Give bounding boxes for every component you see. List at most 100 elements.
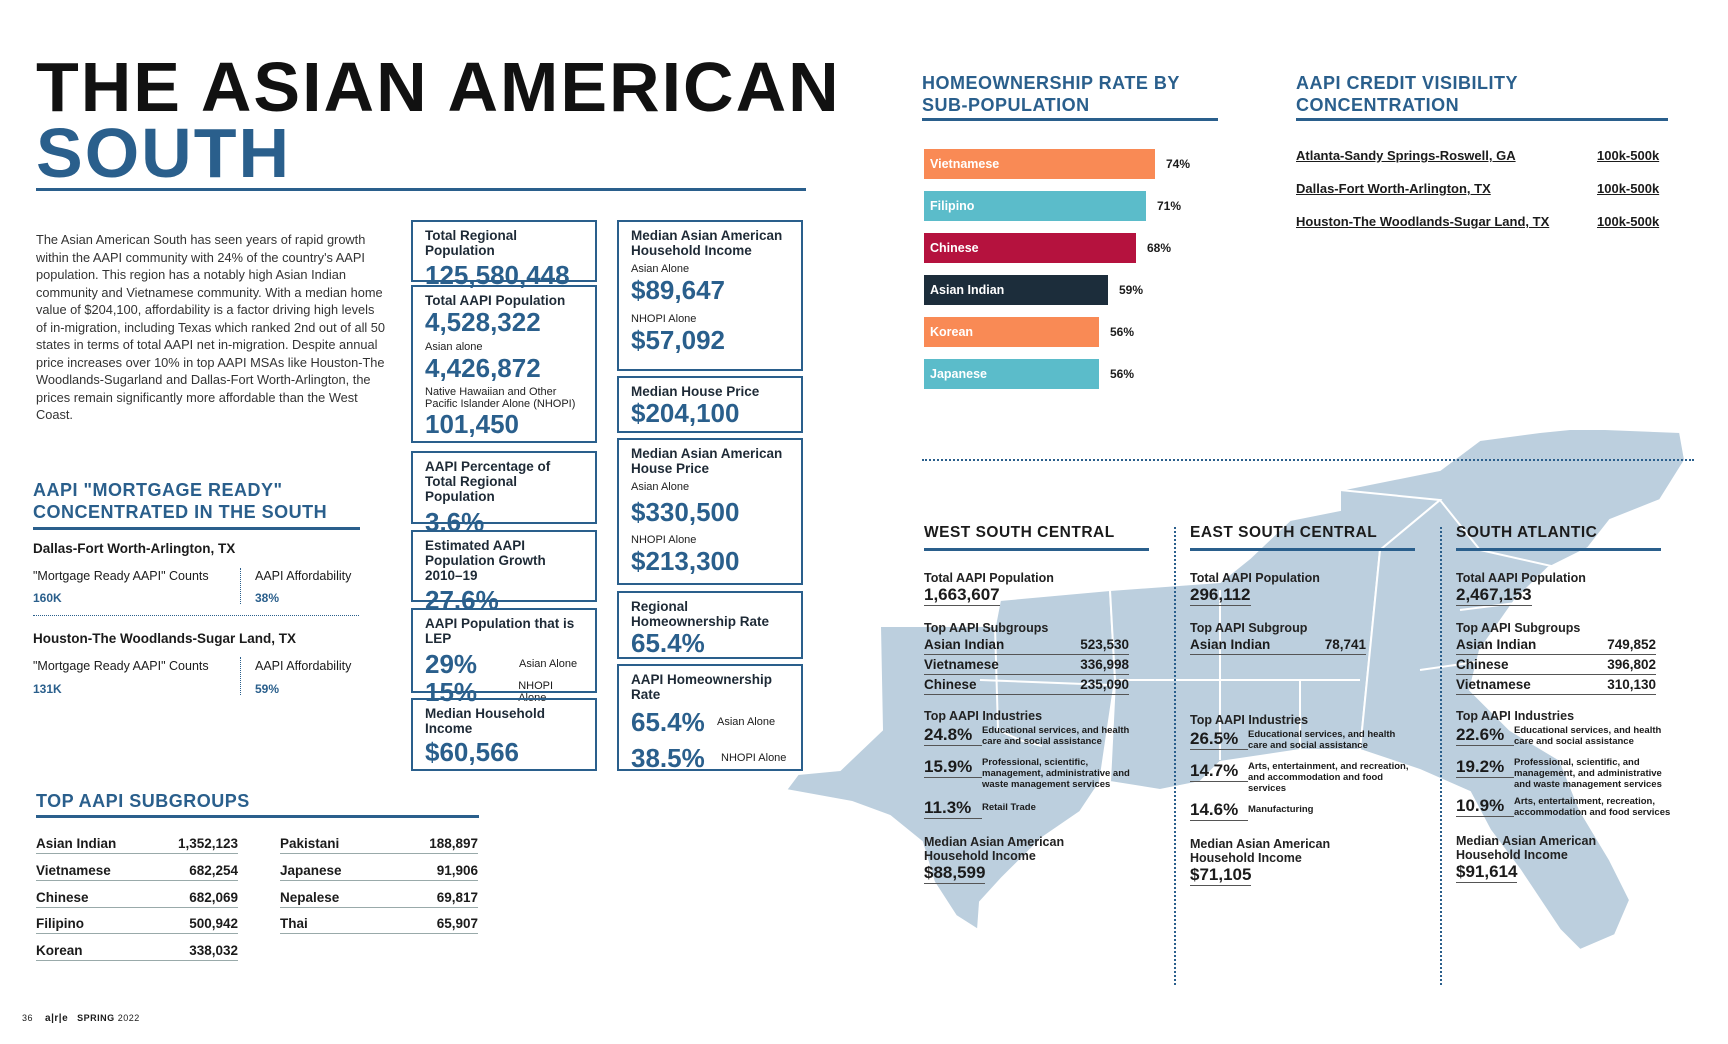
stat-value: 65.4% [631,628,705,658]
industry-row: 24.8% Educational services, and health ca… [924,725,1164,747]
subgroup-value: 1,352,123 [177,836,238,851]
credit-heading: AAPI CREDIT VISIBILITY CONCENTRATION [1296,72,1518,116]
total-regional-population-box: Total Regional Population 125,580,448 [411,220,597,289]
subgroup-value: 523,530 [1080,637,1129,652]
mortgage-heading-rule [33,527,360,530]
industry-pct: 19.2% [1456,757,1514,778]
subgroup-name: Japanese [280,863,342,878]
mortgage-divider-2 [240,657,241,695]
aapi-homeownership-box: AAPI Homeownership Rate 65.4% Asian Alone… [617,664,803,772]
aapi-percentage-box: AAPI Percentage of Total Regional Popula… [411,451,597,536]
stat-value: 4,528,322 [425,307,541,337]
mortgage-aff-label-2: AAPI Affordability [255,659,352,673]
subgroup-value: 69,817 [436,890,478,905]
credit-msa: Atlanta-Sandy Springs-Roswell, GA [1296,148,1516,163]
industry-desc: Arts, entertainment, recreation, accommo… [1514,796,1671,818]
chart-title-line1: HOMEOWNERSHIP RATE BY [922,73,1180,93]
subgroup-value: 682,254 [189,863,238,878]
region-subgroup-row: Asian Indian 78,741 [1190,635,1366,655]
region-pop-label: Total AAPI Population [924,571,1054,585]
asian-alone-value: 4,426,872 [425,353,541,383]
industry-row: 14.7% Arts, entertainment, and recreation… [1190,761,1430,794]
industry-desc: Professional, scientific, and management… [1514,757,1662,790]
subgroup-value: 682,069 [189,890,238,905]
industry-desc: Arts, entertainment, and recreation, and… [1248,761,1409,794]
subgroups-heading: TOP AAPI SUBGROUPS [36,791,250,811]
nhopi-value: 101,450 [425,409,519,439]
credit-heading-rule [1296,118,1668,121]
mortgage-msa-2: Houston-The Woodlands-Sugar Land, TX [33,631,296,646]
subgroup-value: 310,130 [1607,677,1656,692]
region-subgroup-row: Chinese 235,090 [924,675,1129,695]
stat-label: Median Household Income [425,706,546,736]
mortgage-msa-1: Dallas-Fort Worth-Arlington, TX [33,541,236,556]
industry-row: 26.5% Educational services, and health ca… [1190,729,1430,751]
bar-value-label: 56% [1110,367,1135,381]
bar-value-label: 59% [1119,283,1144,297]
region-subgroup-row: Asian Indian 523,530 [924,635,1129,655]
industry-desc: Manufacturing [1248,804,1314,815]
region-west-south-central: WEST SOUTH CENTRAL Total AAPI Population… [924,524,1164,884]
mortgage-heading: AAPI "MORTGAGE READY" CONCENTRATED IN TH… [33,479,327,523]
page-number: 36 [22,1013,34,1023]
region-rule [924,548,1149,551]
asian-alone-label: Asian Alone [631,263,690,275]
asian-alone-value: $89,647 [631,275,725,305]
region-subgroup-row: Vietnamese 336,998 [924,655,1129,675]
asian-alone-label: Asian alone [425,341,483,353]
subgroup-value: 78,741 [1324,637,1366,652]
region-income: $91,614 [1456,862,1518,883]
credit-value: 100k-500k [1597,181,1660,196]
nhopi-value: $57,092 [631,325,725,355]
subgroup-row: Nepalese 69,817 [280,890,478,908]
nhopi-value: $213,300 [631,546,740,576]
ho-nhopi-label: NHOPI Alone [721,752,787,764]
region-income-label: Median Asian American Household Income [1456,834,1597,862]
region-pop-label: Total AAPI Population [1456,571,1586,585]
bar-value-label: 56% [1110,325,1135,339]
subgroup-value: 65,907 [436,916,478,931]
stat-label: Regional Homeownership Rate [631,599,770,629]
credit-msa: Dallas-Fort Worth-Arlington, TX [1296,181,1491,196]
industry-desc: Professional, scientific, management, ad… [982,757,1130,790]
industry-pct: 26.5% [1190,729,1248,750]
mortgage-aff-2: 59% [255,682,280,696]
regional-homeownership-box: Regional Homeownership Rate 65.4% [617,591,803,659]
subgroup-name: Thai [280,916,308,931]
subgroup-row: Thai 65,907 [280,916,478,934]
subgroup-value: 500,942 [189,916,238,931]
mortgage-heading-line1: AAPI "MORTGAGE READY" [33,480,283,500]
title-divider [36,188,806,191]
subgroup-row: Pakistani 188,897 [280,836,478,854]
bar-value-label: 74% [1166,157,1191,171]
mortgage-counts-1: 160K [33,591,62,605]
median-aa-house-price-box: Median Asian American House Price Asian … [617,438,803,585]
population-growth-box: Estimated AAPI Population Growth 2010–19… [411,530,597,614]
region-subgroups-label: Top AAPI Subgroups [924,621,1049,635]
region-subgroup-row: Asian Indian 749,852 [1456,635,1656,655]
region-rule [1190,548,1415,551]
industry-desc: Retail Trade [982,802,1036,813]
page-title-line2: SOUTH [36,114,291,192]
subgroup-name: Pakistani [280,836,340,851]
subgroups-heading-rule [36,815,479,818]
region-subgroup-row: Chinese 396,802 [1456,655,1656,675]
lep-population-box: AAPI Population that is LEP 29% Asian Alo… [411,608,597,706]
industry-pct: 14.6% [1190,800,1248,821]
median-aa-household-income-box: Median Asian American Household Income A… [617,220,803,371]
subgroup-value: 396,802 [1607,657,1656,672]
region-income: $71,105 [1190,865,1252,886]
region-name: EAST SOUTH CENTRAL [1190,524,1378,541]
subgroup-row: Filipino 500,942 [36,916,238,934]
brand-logo: a|r|e [45,1013,69,1024]
map-top-dotted-rule [922,459,1694,461]
bar-value-label: 71% [1157,199,1182,213]
mortgage-divider-1 [240,568,241,604]
credit-msa: Houston-The Woodlands-Sugar Land, TX [1296,214,1550,229]
stat-label: Total AAPI Population [425,293,566,308]
bar-asian-indian: Asian Indian [924,275,1108,305]
lep-asian-value: 29% [425,649,478,679]
mortgage-counts-2: 131K [33,682,62,696]
subgroup-name: Korean [36,943,83,958]
bar-korean: Korean [924,317,1099,347]
